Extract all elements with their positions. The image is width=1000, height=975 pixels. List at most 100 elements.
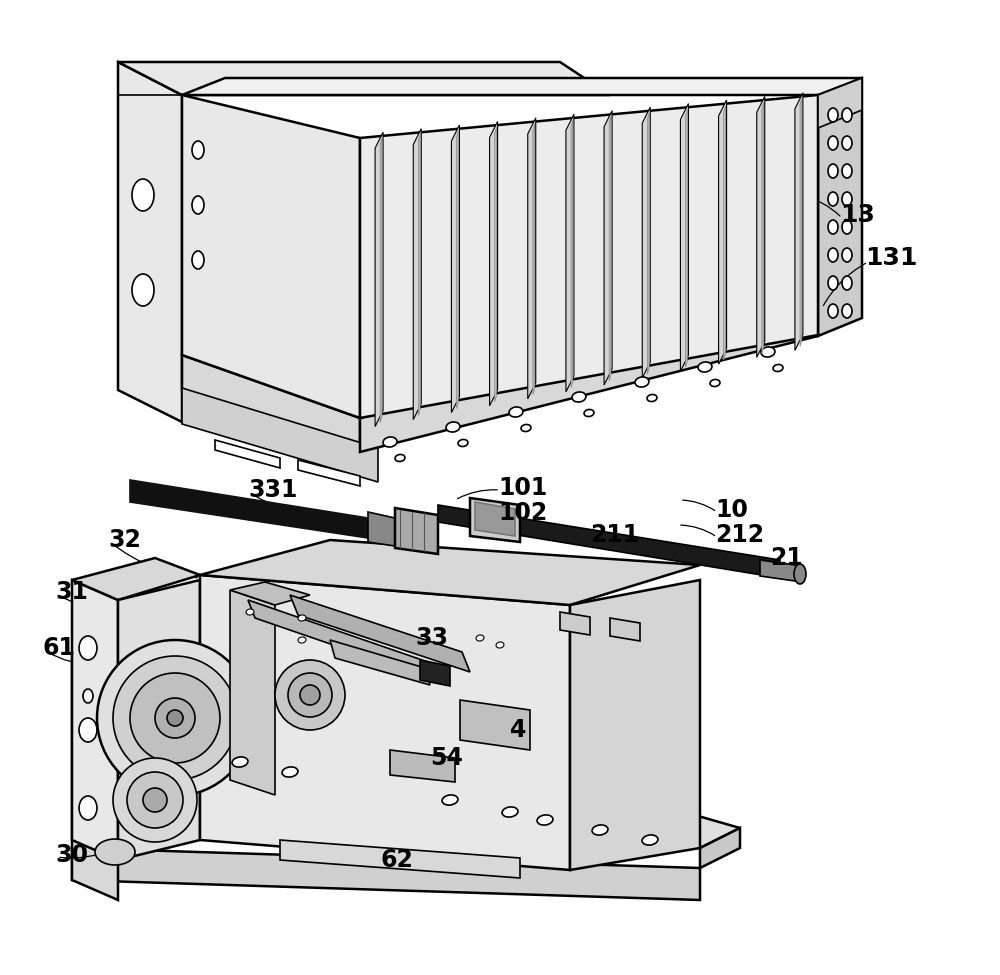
Ellipse shape: [761, 347, 775, 357]
Polygon shape: [290, 595, 470, 672]
Polygon shape: [719, 100, 727, 365]
Polygon shape: [647, 113, 649, 374]
Polygon shape: [118, 62, 610, 95]
Ellipse shape: [584, 410, 594, 416]
Text: 331: 331: [248, 478, 297, 502]
Text: 21: 21: [770, 546, 803, 570]
Ellipse shape: [842, 220, 852, 234]
Ellipse shape: [502, 807, 518, 817]
Text: 211: 211: [590, 523, 639, 547]
Text: 4: 4: [510, 718, 526, 742]
Circle shape: [127, 772, 183, 828]
Polygon shape: [438, 505, 780, 578]
Polygon shape: [724, 106, 725, 361]
Ellipse shape: [828, 192, 838, 206]
Polygon shape: [610, 618, 640, 641]
Polygon shape: [413, 129, 421, 419]
Text: 33: 33: [415, 626, 448, 650]
Polygon shape: [72, 580, 118, 860]
Polygon shape: [475, 502, 515, 536]
Ellipse shape: [496, 642, 504, 648]
Polygon shape: [560, 612, 590, 635]
Polygon shape: [680, 103, 688, 371]
Ellipse shape: [521, 424, 531, 432]
Circle shape: [275, 660, 345, 730]
Ellipse shape: [132, 179, 154, 211]
Polygon shape: [375, 133, 383, 426]
Ellipse shape: [828, 136, 838, 150]
Polygon shape: [418, 135, 420, 415]
Polygon shape: [182, 388, 378, 482]
Polygon shape: [182, 95, 360, 418]
Ellipse shape: [842, 248, 852, 262]
Polygon shape: [72, 650, 740, 848]
Ellipse shape: [298, 637, 306, 644]
Polygon shape: [380, 138, 382, 422]
Polygon shape: [700, 828, 740, 868]
Polygon shape: [72, 848, 700, 900]
Polygon shape: [495, 128, 496, 402]
Polygon shape: [609, 117, 611, 381]
Text: 30: 30: [55, 843, 88, 867]
Polygon shape: [533, 124, 535, 395]
Ellipse shape: [537, 815, 553, 825]
Ellipse shape: [592, 825, 608, 835]
Text: 31: 31: [55, 580, 88, 604]
Polygon shape: [818, 78, 862, 336]
Polygon shape: [604, 111, 612, 385]
Ellipse shape: [476, 635, 484, 641]
Text: 131: 131: [865, 246, 917, 270]
Polygon shape: [395, 508, 438, 554]
Text: 13: 13: [840, 203, 875, 227]
Polygon shape: [457, 131, 458, 409]
Polygon shape: [118, 580, 200, 860]
Ellipse shape: [842, 108, 852, 122]
Polygon shape: [795, 93, 803, 350]
Polygon shape: [360, 95, 818, 418]
Text: 32: 32: [108, 528, 141, 552]
Ellipse shape: [642, 835, 658, 845]
Polygon shape: [130, 480, 368, 538]
Polygon shape: [368, 512, 395, 546]
Ellipse shape: [395, 454, 405, 461]
Text: 54: 54: [430, 746, 463, 770]
Ellipse shape: [95, 839, 135, 865]
Polygon shape: [571, 120, 573, 388]
Polygon shape: [390, 750, 455, 782]
Text: 62: 62: [380, 848, 413, 872]
Ellipse shape: [192, 141, 204, 159]
Polygon shape: [118, 62, 182, 422]
Ellipse shape: [635, 377, 649, 387]
Ellipse shape: [828, 276, 838, 290]
Ellipse shape: [698, 362, 712, 372]
Circle shape: [155, 698, 195, 738]
Ellipse shape: [79, 718, 97, 742]
Ellipse shape: [509, 407, 523, 417]
Polygon shape: [280, 840, 520, 878]
Polygon shape: [451, 125, 459, 412]
Polygon shape: [566, 114, 574, 392]
Ellipse shape: [79, 796, 97, 820]
Circle shape: [130, 673, 220, 763]
Text: 101: 101: [498, 476, 547, 500]
Polygon shape: [490, 122, 498, 406]
Polygon shape: [757, 97, 765, 358]
Ellipse shape: [132, 274, 154, 306]
Circle shape: [300, 685, 320, 705]
Polygon shape: [72, 558, 200, 600]
Ellipse shape: [446, 422, 460, 432]
Ellipse shape: [232, 757, 248, 767]
Polygon shape: [460, 700, 530, 750]
Ellipse shape: [828, 164, 838, 178]
Circle shape: [288, 673, 332, 717]
Polygon shape: [330, 640, 430, 685]
Polygon shape: [72, 660, 118, 900]
Polygon shape: [200, 575, 570, 870]
Text: 10: 10: [715, 498, 748, 522]
Ellipse shape: [458, 440, 468, 447]
Polygon shape: [248, 600, 435, 680]
Circle shape: [143, 788, 167, 812]
Polygon shape: [360, 302, 818, 452]
Ellipse shape: [794, 564, 806, 584]
Text: 61: 61: [42, 636, 75, 660]
